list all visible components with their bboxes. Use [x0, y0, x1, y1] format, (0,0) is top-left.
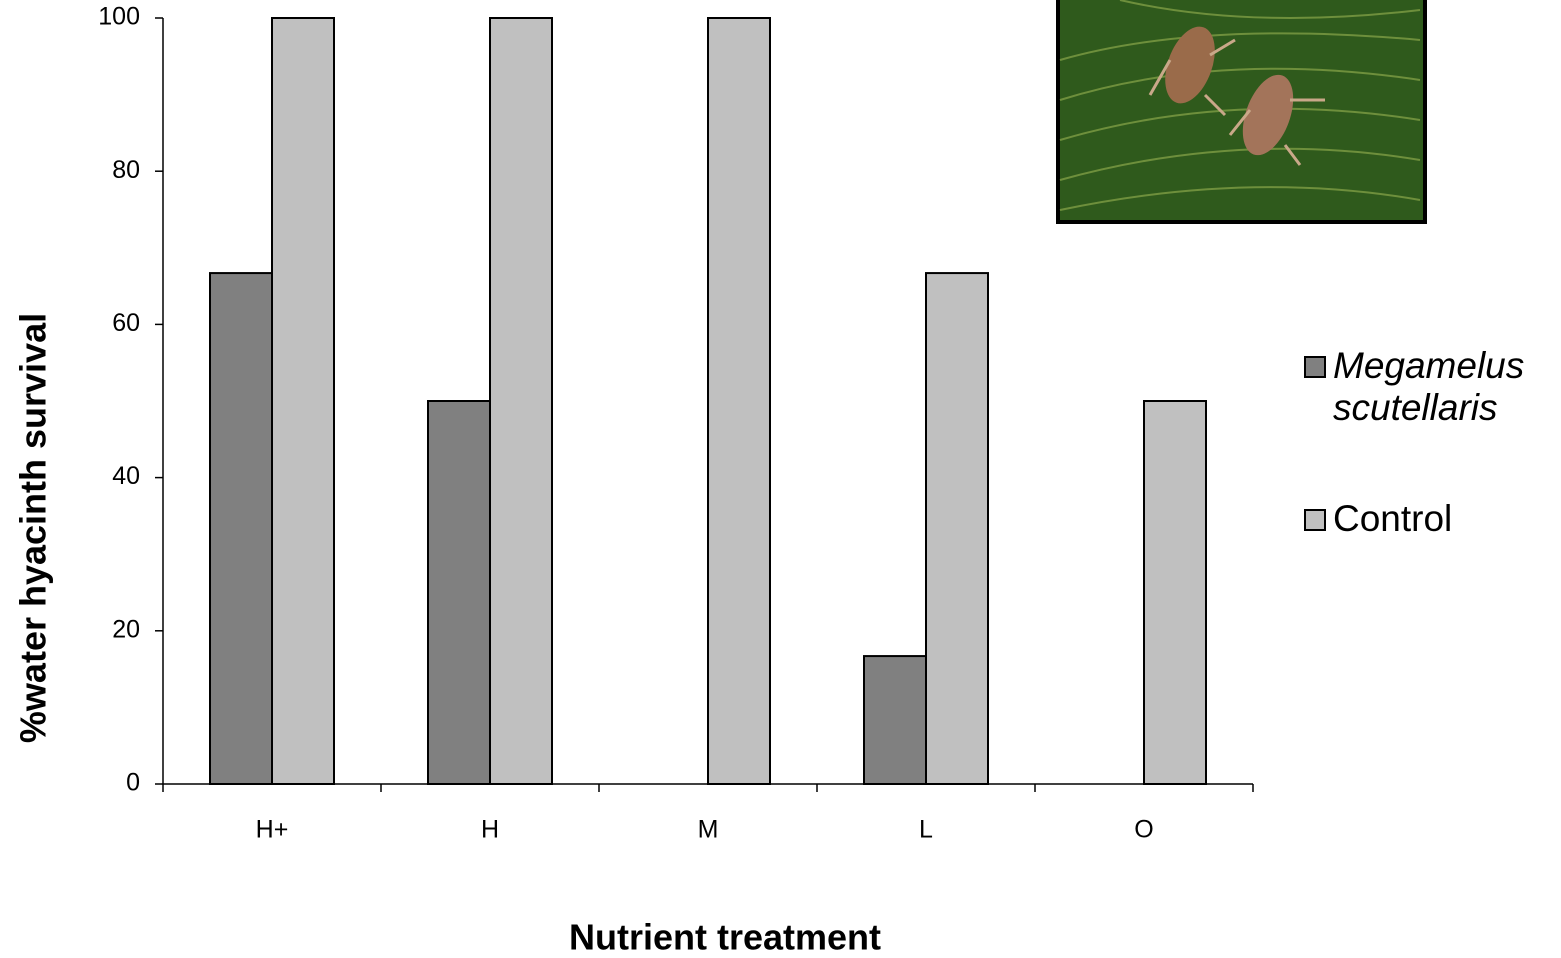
x-axis-title: Nutrient treatment: [569, 917, 881, 958]
y-tick-label: 0: [126, 769, 140, 797]
bar: [1143, 400, 1207, 785]
bar: [489, 17, 553, 785]
y-axis-title: %water hyacinth survival: [13, 313, 54, 743]
x-tick-label: H: [481, 816, 499, 844]
bar: [863, 655, 927, 785]
y-tick-label: 20: [112, 615, 140, 643]
y-tick-label: 60: [112, 309, 140, 337]
y-tick-label: 100: [98, 3, 140, 31]
bar: [271, 17, 335, 785]
x-tick-label: L: [919, 816, 933, 844]
x-tick-label: H+: [256, 816, 289, 844]
insect-photo: [1056, 0, 1427, 224]
legend-entry: Megamelus scutellaris: [1333, 345, 1525, 428]
legend-label: Control: [1333, 498, 1453, 539]
y-tick-label: 80: [112, 156, 140, 184]
bar: [209, 272, 273, 785]
legend-entry: Control: [1333, 498, 1453, 539]
x-tick-label: M: [698, 816, 719, 844]
legend-swatch: [1304, 509, 1326, 531]
bar: [925, 272, 989, 785]
legend-label: Megamelus scutellaris: [1333, 345, 1525, 428]
y-tick-label: 40: [112, 462, 140, 490]
bar: [427, 400, 491, 785]
legend-swatch: [1304, 356, 1326, 378]
bar: [707, 17, 771, 785]
x-tick-label: O: [1134, 816, 1153, 844]
